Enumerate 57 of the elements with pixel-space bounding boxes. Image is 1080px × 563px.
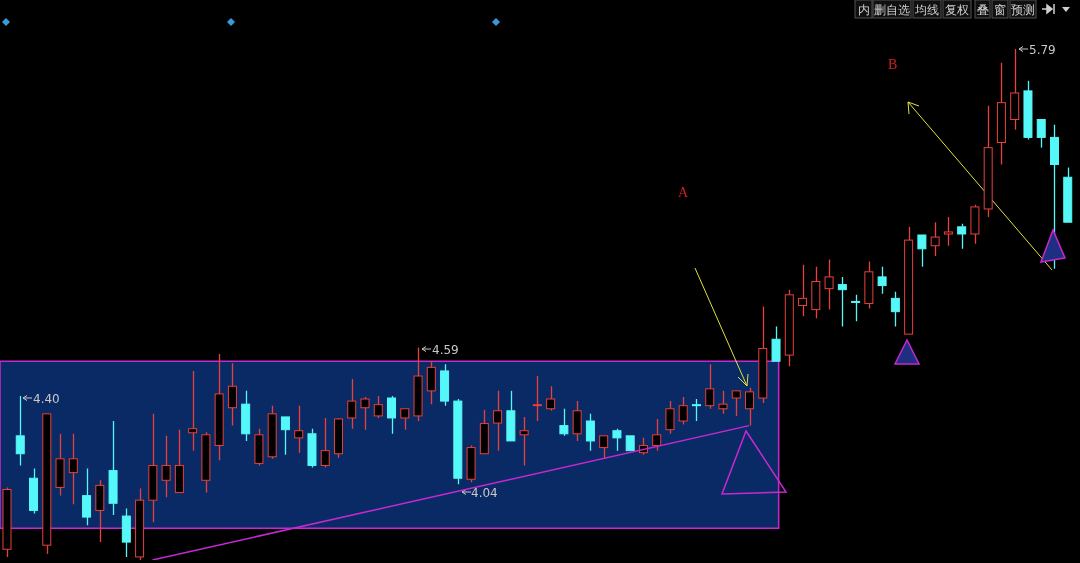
candlestick: [824, 258, 834, 311]
candlestick: [360, 396, 370, 431]
candlestick: [691, 398, 701, 422]
candlestick: [758, 305, 768, 404]
candlestick: [227, 362, 237, 427]
annotation: B: [888, 57, 898, 72]
candlestick: [532, 375, 542, 422]
candlestick: [68, 433, 78, 505]
candlestick: [280, 416, 290, 456]
candlestick: [15, 395, 25, 467]
candlestick: [108, 420, 118, 516]
candlestick: [851, 294, 861, 323]
annotation: 5.79: [1029, 43, 1056, 57]
candlestick: [347, 378, 357, 430]
candlestick: [811, 266, 821, 319]
candlestick: [426, 360, 436, 405]
candlestick: [996, 62, 1006, 166]
annotation: 4.40: [33, 392, 60, 406]
candlestick: [121, 507, 131, 558]
candlestick: [320, 417, 330, 469]
candlestick: [148, 413, 158, 523]
text: 均线: [914, 3, 939, 17]
candlestick: [55, 433, 65, 497]
text: 预测: [1011, 3, 1035, 17]
candlestick: [493, 390, 503, 452]
candlestick: [174, 429, 184, 494]
candlestick: [506, 390, 516, 442]
candlestick: [188, 370, 198, 452]
candlestick: [983, 105, 993, 218]
candlestick: [798, 263, 808, 317]
candlestick: [95, 479, 105, 543]
annotation: 4.59: [432, 343, 459, 357]
candlestick: [745, 387, 755, 427]
candlestick: [413, 346, 423, 422]
candlestick: [241, 390, 251, 442]
candlestick: [214, 353, 224, 461]
annotation: 4.04: [471, 486, 498, 500]
candlestick: [718, 390, 728, 415]
candlestick: [877, 266, 887, 295]
candlestick: [837, 276, 847, 328]
candlestick: [519, 416, 529, 467]
text: 删自选: [874, 3, 910, 17]
candlestick: [890, 291, 900, 328]
text: 叠: [976, 3, 989, 17]
text: 复权: [945, 3, 969, 17]
annotation: A: [678, 185, 689, 200]
candlestick: [705, 363, 715, 410]
candlestick: [652, 418, 662, 452]
candlestick: [943, 216, 953, 247]
candlestick: [559, 408, 569, 437]
candlestick: [161, 435, 171, 498]
candlestick: [930, 221, 940, 257]
candlestick: [294, 405, 304, 454]
text: 内: [857, 3, 870, 17]
candlestick: [82, 467, 92, 526]
candlestick: [1010, 49, 1020, 131]
text: 窗: [994, 3, 1006, 17]
